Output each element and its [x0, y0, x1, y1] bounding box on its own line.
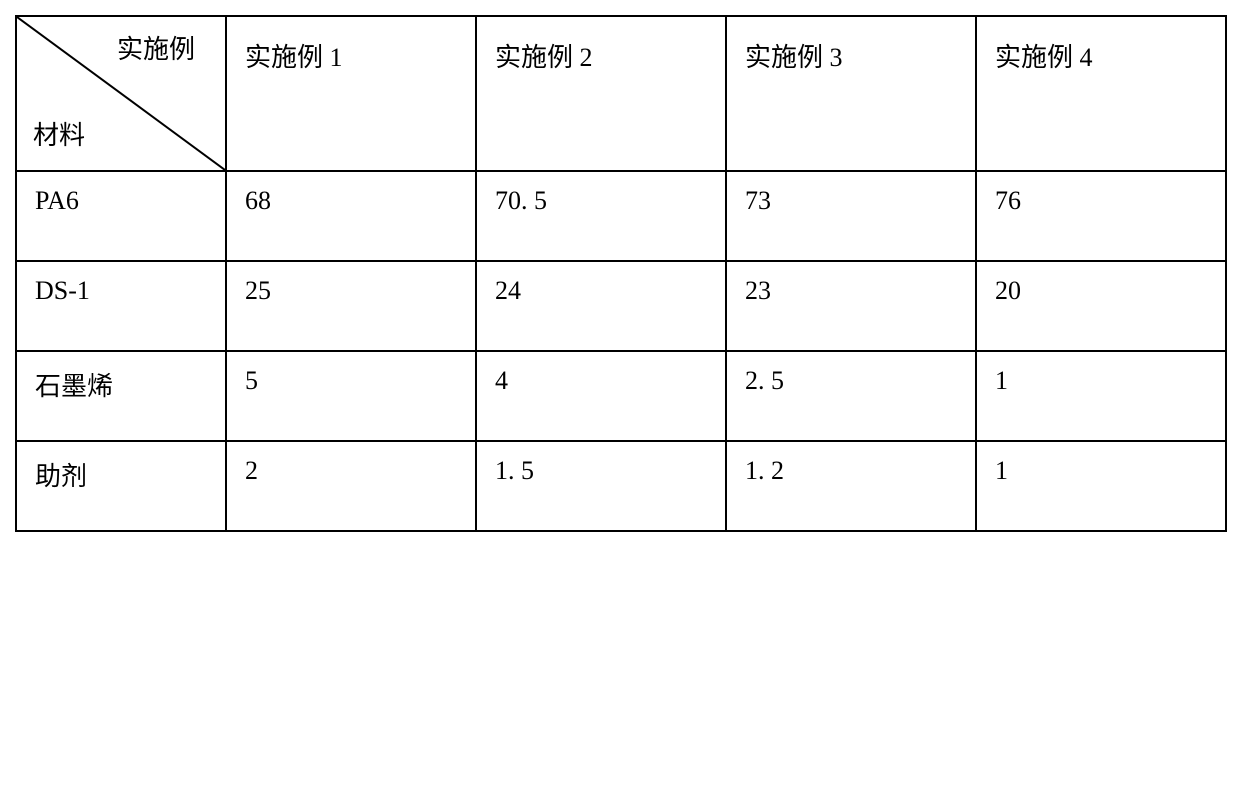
data-cell: 1 — [976, 351, 1226, 441]
row-header: 石墨烯 — [16, 351, 226, 441]
data-cell: 24 — [476, 261, 726, 351]
column-header: 实施例 3 — [726, 16, 976, 171]
column-header: 实施例 2 — [476, 16, 726, 171]
table-header-row: 实施例 材料 实施例 1 实施例 2 实施例 3 实施例 4 — [16, 16, 1226, 171]
data-cell: 1. 2 — [726, 441, 976, 531]
data-cell: 4 — [476, 351, 726, 441]
diagonal-header-cell: 实施例 材料 — [16, 16, 226, 171]
table-row: PA6 68 70. 5 73 76 — [16, 171, 1226, 261]
table-row: DS-1 25 24 23 20 — [16, 261, 1226, 351]
materials-table: 实施例 材料 实施例 1 实施例 2 实施例 3 实施例 4 PA6 68 70… — [15, 15, 1227, 532]
data-cell: 70. 5 — [476, 171, 726, 261]
data-cell: 5 — [226, 351, 476, 441]
data-cell: 1 — [976, 441, 1226, 531]
data-cell: 73 — [726, 171, 976, 261]
diagonal-bottom-label: 材料 — [33, 115, 85, 152]
table-row: 助剂 2 1. 5 1. 2 1 — [16, 441, 1226, 531]
data-cell: 1. 5 — [476, 441, 726, 531]
row-header: DS-1 — [16, 261, 226, 351]
row-header: PA6 — [16, 171, 226, 261]
column-header: 实施例 4 — [976, 16, 1226, 171]
column-header: 实施例 1 — [226, 16, 476, 171]
data-cell: 20 — [976, 261, 1226, 351]
data-cell: 76 — [976, 171, 1226, 261]
data-cell: 23 — [726, 261, 976, 351]
data-cell: 2. 5 — [726, 351, 976, 441]
row-header: 助剂 — [16, 441, 226, 531]
table-row: 石墨烯 5 4 2. 5 1 — [16, 351, 1226, 441]
data-cell: 2 — [226, 441, 476, 531]
diagonal-top-label: 实施例 — [117, 29, 195, 66]
data-cell: 25 — [226, 261, 476, 351]
data-cell: 68 — [226, 171, 476, 261]
